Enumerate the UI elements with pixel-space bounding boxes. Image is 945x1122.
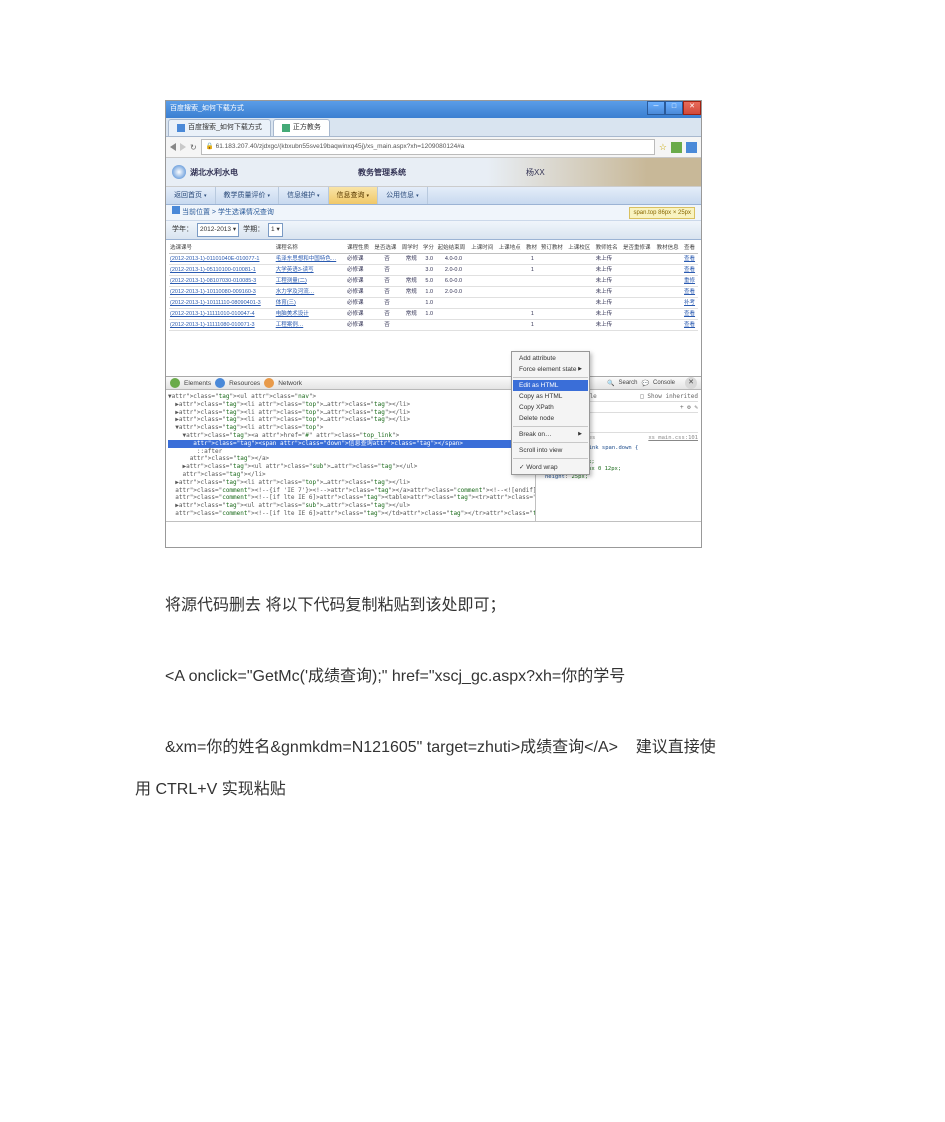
square-icon xyxy=(172,206,180,214)
menu-item[interactable]: 信息维护▾ xyxy=(279,187,329,204)
instruction-text: 用 CTRL+V 实现粘贴 xyxy=(135,772,810,807)
devtools-tab[interactable]: Resources xyxy=(229,380,260,387)
logo-icon xyxy=(172,165,186,179)
window-titlebar: 百度搜索_如何下载方式 ─ □ ✕ xyxy=(166,101,701,118)
table-row[interactable]: (2012-2013-1)-05110100-010081-1大学英语3-读写必… xyxy=(169,265,698,276)
devtools-close-button[interactable]: ✕ xyxy=(685,377,697,389)
table-row[interactable]: (2012-2013-1)-11111010-010047-4电脑美术设计必修课… xyxy=(169,309,698,320)
year-select[interactable]: 2012-2013 ▾ xyxy=(197,223,239,237)
table-header-row: 选课课号课程名称课程性质是否选课周学时学分起始结束周上课时间上课地点教材预订教材… xyxy=(169,243,698,254)
panel-option[interactable]: □ Show inherited xyxy=(640,393,698,401)
extension-icon[interactable] xyxy=(686,142,697,153)
url-text: 61.183.207.40/zjdxgc/(kbxubn55sve19baqwi… xyxy=(216,143,465,150)
elements-panel[interactable]: ▼attr">class="tag"><ul attr">class="nav"… xyxy=(166,390,535,521)
data-area: 选课课号课程名称课程性质是否选课周学时学分起始结束周上课时间上课地点教材预订教材… xyxy=(166,240,701,334)
context-menu: Add attributeForce element state▶ Edit as… xyxy=(511,351,590,475)
menu-item[interactable]: 公用信息▾ xyxy=(378,187,428,204)
maximize-button[interactable]: □ xyxy=(665,101,683,115)
devtools-tab[interactable]: Elements xyxy=(184,380,211,387)
minimize-button[interactable]: ─ xyxy=(647,101,665,115)
filter-label: 学年： xyxy=(172,226,193,233)
site-banner: 湖北水利水电 教务管理系统 杨XX xyxy=(166,158,701,187)
forward-button[interactable] xyxy=(180,143,186,151)
back-button[interactable] xyxy=(170,143,176,151)
devtools-search-label: Search xyxy=(618,380,637,386)
site-name: 湖北水利水电 xyxy=(190,167,238,178)
context-menu-item[interactable]: Break on…▶ xyxy=(513,429,588,440)
devtools-panel: Elements Resources Network 🔍 Search 💬 Cons… xyxy=(166,376,701,512)
browser-tab[interactable]: 正方教务 xyxy=(273,119,330,136)
tab-label: 正方教务 xyxy=(293,120,321,136)
menu-item[interactable]: 教学质量评价▾ xyxy=(216,187,280,204)
table-row[interactable]: (2012-2013-1)-10111110-08090401-3体育(三)必修… xyxy=(169,298,698,309)
system-name: 教务管理系统 xyxy=(358,167,406,178)
instruction-text: 将源代码删去 将以下代码复制粘贴到该处即可； xyxy=(165,588,810,623)
favicon-icon xyxy=(177,124,185,132)
tab-label: 百度搜索_如何下载方式 xyxy=(188,120,262,136)
main-menu: 返回首页▾ 教学质量评价▾ 信息维护▾ 信息查询▾ 公用信息▾ xyxy=(166,187,701,205)
filter-bar: 学年： 2012-2013 ▾ 学期： 1 ▾ xyxy=(166,221,701,240)
window-title: 百度搜索_如何下载方式 xyxy=(166,101,248,118)
table-row[interactable]: (2012-2013-1)-10110080-009160-3水力学及河流…必修… xyxy=(169,287,698,298)
context-menu-item[interactable]: Scroll into view xyxy=(513,445,588,456)
reload-button[interactable]: ↻ xyxy=(190,143,197,152)
context-menu-item[interactable]: Edit as HTML xyxy=(513,380,588,391)
context-menu-item[interactable]: Add attribute xyxy=(513,353,588,364)
devtools-breadcrumb[interactable]: html body form#form1 div.container div.h… xyxy=(166,521,701,522)
search-icon[interactable]: 🔍 xyxy=(607,380,614,387)
close-button[interactable]: ✕ xyxy=(683,101,701,115)
context-menu-item[interactable]: Copy XPath xyxy=(513,402,588,413)
devtools-toolbar: Elements Resources Network 🔍 Search 💬 Cons… xyxy=(166,377,701,390)
user-name: 杨XX xyxy=(526,167,545,178)
panel-tools[interactable]: + ⚙ ✎ xyxy=(680,404,698,412)
browser-tabbar: 百度搜索_如何下载方式 正方教务 xyxy=(166,118,701,137)
context-menu-item[interactable]: Copy as HTML xyxy=(513,391,588,402)
favicon-icon xyxy=(282,124,290,132)
devtools-console-label: Console xyxy=(653,380,675,386)
context-menu-item[interactable]: Delete node xyxy=(513,413,588,424)
menu-item[interactable]: 返回首页▾ xyxy=(166,187,216,204)
address-bar: ↻ 🔒 61.183.207.40/zjdxgc/(kbxubn55sve19b… xyxy=(166,137,701,158)
table-row[interactable]: (2012-2013-1)-11111080-010071-3工程案例…必修课否… xyxy=(169,320,698,331)
table-row[interactable]: (2012-2013-1)-08107030-010085-3工程测量(二)必修… xyxy=(169,276,698,287)
filter-label: 学期： xyxy=(243,226,264,233)
url-input[interactable]: 🔒 61.183.207.40/zjdxgc/(kbxubn55sve19baq… xyxy=(201,139,655,155)
page-content: 湖北水利水电 教务管理系统 杨XX 返回首页▾ 教学质量评价▾ 信息维护▾ 信息… xyxy=(166,158,701,512)
context-menu-item[interactable]: Force element state▶ xyxy=(513,364,588,375)
breadcrumb-text: 当前位置 > 学生选课情况查询 xyxy=(182,209,274,216)
menu-item[interactable]: 信息查询▾ xyxy=(329,187,379,204)
code-snippet: <A onclick="GetMc('成绩查询);" href="xscj_gc… xyxy=(165,659,810,694)
console-icon[interactable]: 💬 xyxy=(642,380,649,387)
inspect-overlay: span.top 86px × 25px xyxy=(629,207,695,219)
devtools-tab[interactable]: Network xyxy=(278,380,302,387)
devtools-icon[interactable] xyxy=(264,378,274,388)
term-select[interactable]: 1 ▾ xyxy=(268,223,283,237)
breadcrumb-bar: 当前位置 > 学生选课情况查询 span.top 86px × 25px xyxy=(166,205,701,221)
devtools-icon[interactable] xyxy=(215,378,225,388)
devtools-icon[interactable] xyxy=(170,378,180,388)
code-snippet: &xm=你的姓名&gnmkdm=N121605" target=zhuti>成绩… xyxy=(165,730,810,765)
extension-icon[interactable] xyxy=(671,142,682,153)
table-row[interactable]: (2012-2013-1)-01101040E-010077-1毛泽东思想和中国… xyxy=(169,254,698,265)
browser-tab[interactable]: 百度搜索_如何下载方式 xyxy=(168,119,271,136)
data-table: 选课课号课程名称课程性质是否选课周学时学分起始结束周上课时间上课地点教材预订教材… xyxy=(169,243,698,331)
context-menu-item[interactable]: Word wrap xyxy=(513,461,588,473)
bookmark-icon[interactable]: ☆ xyxy=(659,142,667,153)
browser-window: 百度搜索_如何下载方式 ─ □ ✕ 百度搜索_如何下载方式 正方教务 ↻ 🔒 6… xyxy=(165,100,702,548)
